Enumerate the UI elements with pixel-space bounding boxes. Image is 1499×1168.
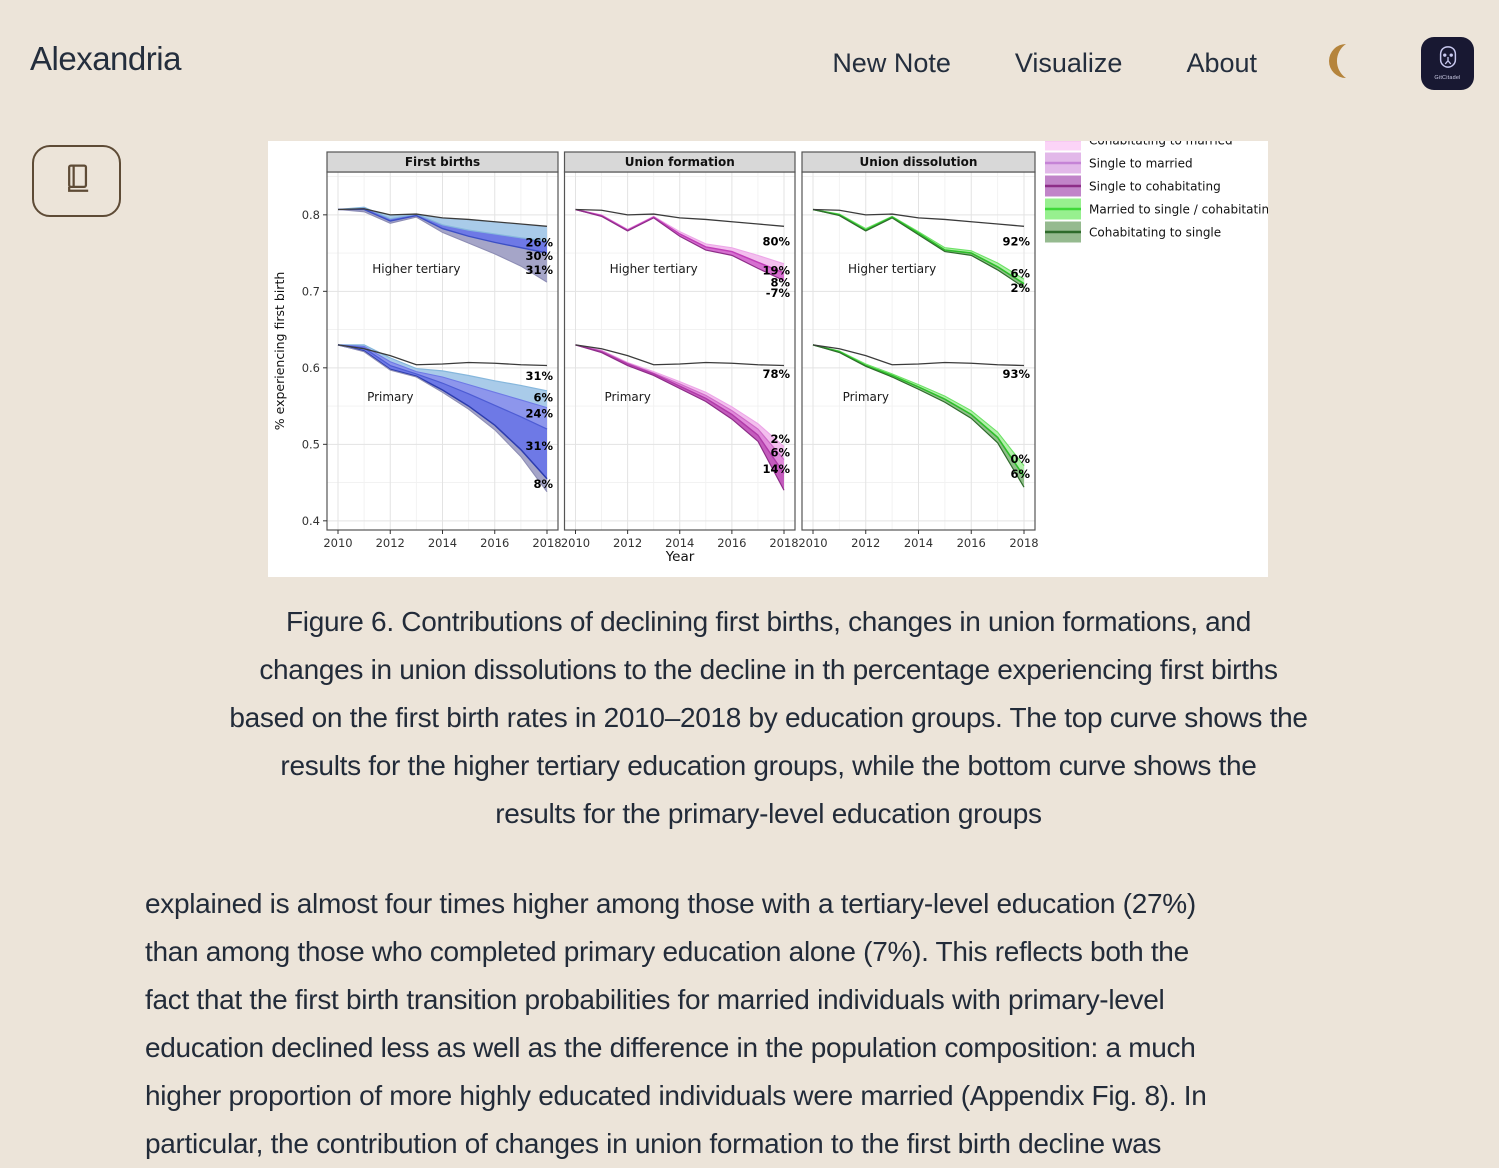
svg-text:2014: 2014 [904,536,933,550]
svg-text:2018: 2018 [532,536,561,550]
svg-text:0%: 0% [1010,452,1030,466]
top-nav: New Note Visualize About GitCitadel [832,34,1474,92]
svg-text:2014: 2014 [428,536,457,550]
svg-text:Higher tertiary: Higher tertiary [372,262,460,276]
svg-text:8%: 8% [533,477,553,491]
svg-text:2016: 2016 [957,536,986,550]
svg-text:2010: 2010 [798,536,827,550]
gitcitadel-helmet-icon [1436,45,1460,74]
svg-text:Married to single / cohabitati: Married to single / cohabitating [1089,203,1268,217]
svg-text:6%: 6% [1010,267,1030,281]
svg-text:8%: 8% [770,276,790,290]
svg-text:Higher tertiary: Higher tertiary [610,262,698,276]
figure-chart: Higher tertiary26%30%31%Primary31%6%24%3… [272,141,1268,565]
svg-text:6%: 6% [533,391,553,405]
svg-text:2010: 2010 [323,536,352,550]
nav-new-note[interactable]: New Note [832,47,951,78]
svg-text:Higher tertiary: Higher tertiary [848,262,936,276]
svg-text:24%: 24% [525,407,553,421]
svg-text:78%: 78% [762,367,790,381]
svg-text:0.5: 0.5 [302,437,320,451]
nav-visualize[interactable]: Visualize [1014,47,1123,78]
svg-text:2012: 2012 [851,536,880,550]
svg-text:2%: 2% [1010,281,1030,295]
svg-text:31%: 31% [525,439,553,453]
svg-text:14%: 14% [762,462,790,476]
svg-text:93%: 93% [1002,367,1030,381]
svg-text:Primary: Primary [843,390,889,404]
svg-text:First births: First births [405,155,480,169]
svg-text:31%: 31% [525,369,553,383]
article-paragraph: explained is almost four times higher am… [145,888,1207,1159]
svg-text:2016: 2016 [717,536,746,550]
svg-text:Cohabitating to married: Cohabitating to married [1089,141,1233,148]
gitcitadel-logo[interactable]: GitCitadel [1421,36,1474,90]
svg-text:6%: 6% [1010,467,1030,481]
svg-text:Union formation: Union formation [625,155,735,169]
svg-text:Primary: Primary [604,390,650,404]
svg-text:2016: 2016 [480,536,509,550]
figure-caption: Figure 6. Contributions of declining fir… [229,606,1308,829]
svg-text:2012: 2012 [376,536,405,550]
book-icon [58,162,96,201]
svg-text:Primary: Primary [367,390,413,404]
svg-text:2018: 2018 [1009,536,1038,550]
svg-text:0.7: 0.7 [302,284,320,298]
svg-text:2010: 2010 [561,536,590,550]
svg-text:Year: Year [665,549,695,565]
svg-text:92%: 92% [1002,235,1030,249]
svg-text:Single to married: Single to married [1089,157,1193,171]
svg-text:19%: 19% [762,264,790,278]
dark-mode-toggle[interactable] [1321,42,1357,85]
svg-text:% experiencing first birth: % experiencing first birth [272,272,287,431]
svg-text:2012: 2012 [613,536,642,550]
svg-text:31%: 31% [525,263,553,277]
svg-text:0.4: 0.4 [302,514,320,528]
svg-text:6%: 6% [770,446,790,460]
gitcitadel-logo-text: GitCitadel [1434,75,1461,81]
svg-text:2018: 2018 [769,536,798,550]
figure-image: Higher tertiary 26% 30% 31% Primary 31% 6% 24% 3… [268,141,1268,577]
svg-text:80%: 80% [762,235,790,249]
svg-text:0.8: 0.8 [302,208,320,222]
svg-text:Union dissolution: Union dissolution [860,155,978,169]
svg-text:2%: 2% [770,432,790,446]
reader-view-button[interactable] [32,145,121,217]
svg-text:2014: 2014 [665,536,694,550]
svg-text:Cohabitating to single: Cohabitating to single [1089,226,1221,240]
svg-text:30%: 30% [525,249,553,263]
svg-text:Single to cohabitating: Single to cohabitating [1089,180,1221,194]
svg-text:-7%: -7% [766,286,791,300]
moon-icon [1322,42,1356,85]
svg-text:26%: 26% [525,235,553,249]
app-title[interactable]: Alexandria [30,40,181,77]
nav-about[interactable]: About [1186,47,1257,78]
svg-text:0.6: 0.6 [302,361,320,375]
